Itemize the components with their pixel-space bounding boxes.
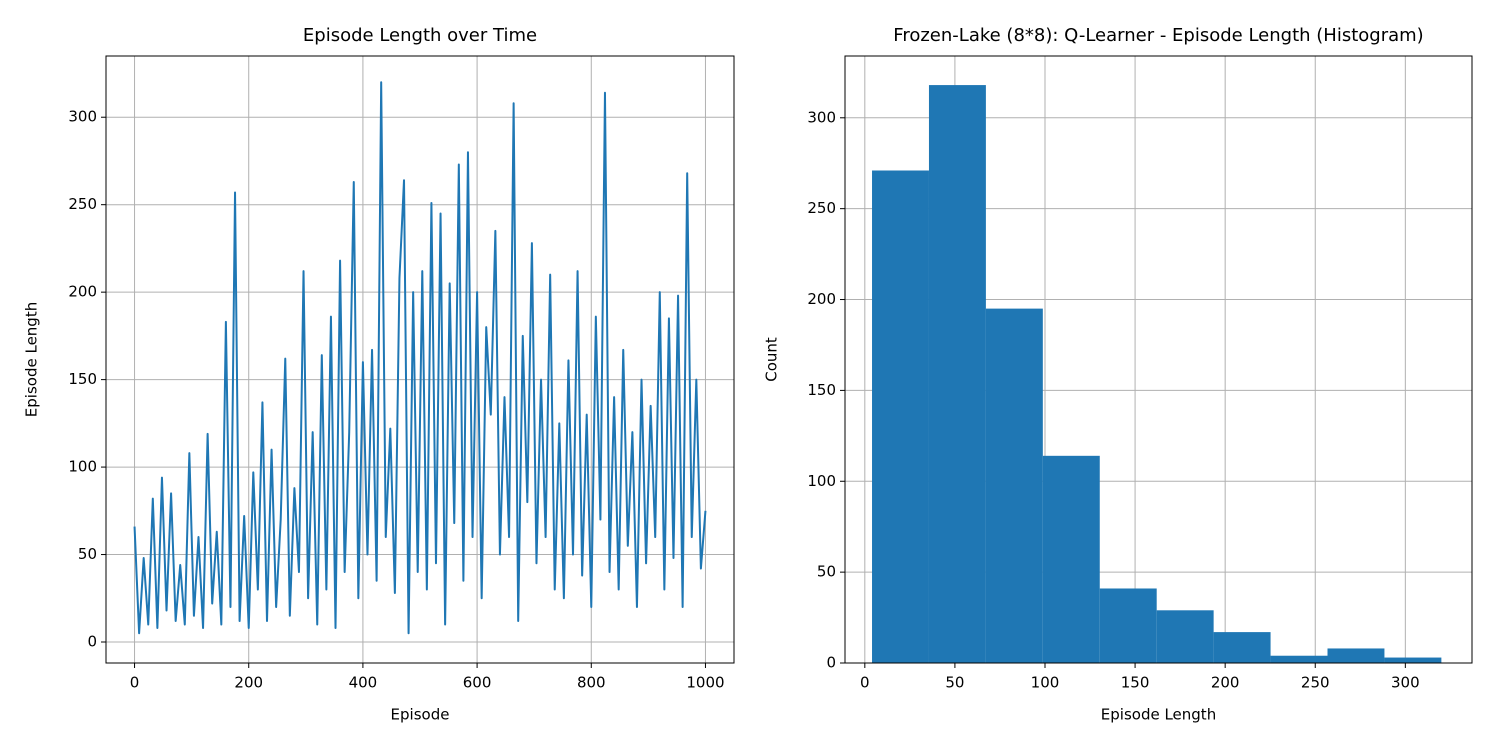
y-tick-label: 150 <box>68 370 97 388</box>
y-tick-label: 200 <box>807 290 836 308</box>
histogram-bar <box>1213 632 1271 663</box>
x-tick-label: 300 <box>1391 674 1420 692</box>
y-tick-label: 200 <box>68 283 97 301</box>
histogram-bar <box>1042 455 1100 663</box>
y-tick-label: 250 <box>68 195 97 213</box>
y-tick-label: 100 <box>68 458 97 476</box>
x-tick-label: 100 <box>1031 674 1060 692</box>
x-axis-label: Episode Length <box>1101 706 1216 724</box>
y-tick-label: 0 <box>826 654 836 672</box>
histogram-bar <box>1156 610 1214 663</box>
axes-frame <box>105 55 735 664</box>
y-axis-label: Episode Length <box>23 302 41 417</box>
x-tick-label: 200 <box>234 674 263 692</box>
x-tick-label: 50 <box>945 674 964 692</box>
axes-frame <box>844 55 1473 664</box>
y-axis-label: Count <box>763 337 781 382</box>
x-tick-label: 0 <box>130 674 140 692</box>
x-tick-label: 250 <box>1301 674 1330 692</box>
y-tick-label: 50 <box>817 563 836 581</box>
x-tick-label: 150 <box>1121 674 1150 692</box>
x-tick-label: 200 <box>1211 674 1240 692</box>
histogram-bar <box>1270 655 1328 663</box>
y-tick-label: 150 <box>807 381 836 399</box>
y-tick-label: 300 <box>68 108 97 126</box>
y-tick-label: 0 <box>87 633 97 651</box>
y-tick-label: 250 <box>807 199 836 217</box>
chart-title: Frozen-Lake (8*8): Q-Learner - Episode L… <box>893 25 1423 46</box>
histogram-bar <box>1327 648 1385 663</box>
chart-title: Episode Length over Time <box>303 25 537 46</box>
y-tick-label: 300 <box>807 108 836 126</box>
line-series <box>133 81 707 635</box>
x-tick-label: 0 <box>860 674 870 692</box>
histogram-bar <box>1099 588 1157 663</box>
histogram-bar <box>985 308 1043 663</box>
y-tick-label: 100 <box>807 472 836 490</box>
x-tick-label: 1000 <box>686 674 724 692</box>
histogram-bar <box>1384 657 1442 663</box>
y-tick-label: 50 <box>78 545 97 563</box>
x-tick-label: 600 <box>463 674 492 692</box>
histogram-bar <box>872 170 929 663</box>
x-axis-label: Episode <box>391 706 450 724</box>
x-tick-label: 400 <box>349 674 378 692</box>
x-tick-label: 800 <box>577 674 606 692</box>
histogram-bar <box>928 85 986 664</box>
